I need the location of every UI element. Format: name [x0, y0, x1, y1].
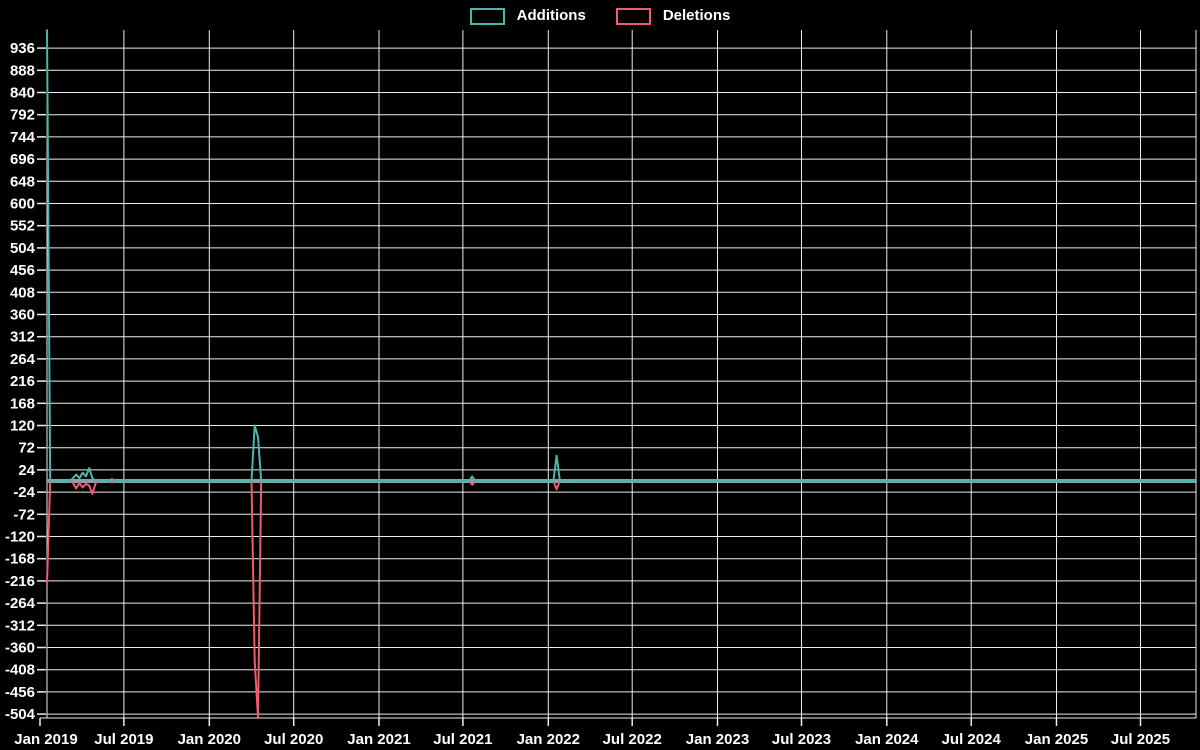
svg-text:-312: -312: [5, 617, 35, 634]
svg-text:-408: -408: [5, 662, 35, 679]
svg-text:696: 696: [10, 151, 35, 168]
svg-text:456: 456: [10, 262, 35, 279]
svg-text:120: 120: [10, 418, 35, 435]
svg-text:-216: -216: [5, 573, 35, 590]
svg-text:24: 24: [18, 462, 35, 479]
svg-text:888: 888: [10, 62, 35, 79]
legend-item-additions[interactable]: Additions: [469, 7, 586, 25]
svg-text:-360: -360: [5, 640, 35, 657]
svg-text:-264: -264: [5, 595, 36, 612]
svg-text:-24: -24: [13, 484, 35, 501]
svg-text:Jul 2021: Jul 2021: [433, 731, 492, 748]
svg-text:744: 744: [10, 129, 36, 146]
svg-text:360: 360: [10, 307, 35, 324]
svg-text:792: 792: [10, 107, 35, 124]
svg-text:Jan 2025: Jan 2025: [1025, 731, 1088, 748]
legend-label-additions: Additions: [516, 7, 586, 24]
svg-text:936: 936: [10, 40, 35, 57]
y-axis-ticks: [37, 47, 46, 715]
svg-text:Jan 2020: Jan 2020: [178, 731, 241, 748]
svg-text:Jul 2019: Jul 2019: [94, 731, 153, 748]
deletions-line: [46, 480, 1198, 718]
x-axis-labels: Jan 2019 Jul 2019 Jan 2020 Jul 2020 Jan 2021…: [14, 731, 1170, 748]
svg-text:-120: -120: [5, 529, 35, 546]
svg-text:504: 504: [10, 240, 36, 257]
svg-text:216: 216: [10, 373, 35, 390]
svg-text:552: 552: [10, 218, 35, 235]
horizontal-gridlines: [47, 47, 1196, 715]
y-axis-labels: 936 888 840 792 744 696 648 600 552 504 456 408 360 3…: [5, 40, 36, 723]
legend-item-deletions[interactable]: Deletions: [615, 7, 731, 25]
svg-text:Jan 2022: Jan 2022: [517, 731, 580, 748]
svg-text:Jul 2024: Jul 2024: [942, 731, 1002, 748]
vertical-gridlines: [46, 30, 1197, 718]
deletions-swatch-icon: [615, 7, 651, 25]
svg-text:Jan 2023: Jan 2023: [686, 731, 749, 748]
svg-text:72: 72: [18, 440, 35, 457]
svg-text:-72: -72: [13, 506, 35, 523]
svg-text:600: 600: [10, 196, 35, 213]
chart-legend: Additions Deletions: [0, 7, 1200, 25]
svg-text:Jan 2019: Jan 2019: [14, 731, 77, 748]
svg-text:Jul 2025: Jul 2025: [1111, 731, 1170, 748]
svg-text:408: 408: [10, 284, 35, 301]
svg-text:-456: -456: [5, 684, 35, 701]
svg-text:Jan 2021: Jan 2021: [347, 731, 410, 748]
additions-line: [46, 29, 1198, 482]
svg-text:840: 840: [10, 85, 35, 102]
svg-text:Jul 2022: Jul 2022: [603, 731, 662, 748]
additions-swatch-icon: [469, 7, 505, 25]
x-axis-ticks: [39, 718, 1142, 726]
svg-text:Jan 2024: Jan 2024: [855, 731, 919, 748]
svg-text:312: 312: [10, 329, 35, 346]
svg-text:Jul 2020: Jul 2020: [264, 731, 323, 748]
svg-text:648: 648: [10, 173, 35, 190]
svg-text:-168: -168: [5, 551, 35, 568]
svg-text:264: 264: [10, 351, 36, 368]
svg-text:-504: -504: [5, 706, 36, 723]
legend-label-deletions: Deletions: [662, 7, 731, 24]
svg-text:Jul 2023: Jul 2023: [772, 731, 831, 748]
svg-text:168: 168: [10, 395, 35, 412]
